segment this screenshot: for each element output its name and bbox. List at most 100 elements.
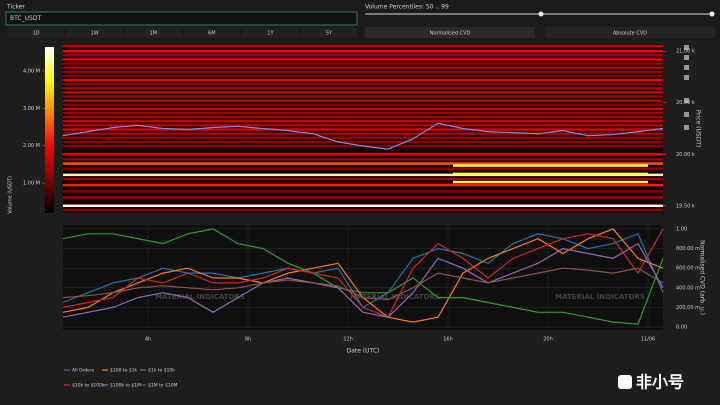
heatmap-row: [63, 167, 663, 170]
mode-label: Absolute CVD: [613, 31, 647, 37]
heatmap-row: [63, 95, 663, 98]
cvd-line: [62, 228, 664, 318]
slider-handle[interactable]: [538, 11, 544, 17]
legend-label: $100 to $1k: [110, 368, 138, 374]
legend-label: All Orders: [72, 368, 95, 374]
heatmap-row: [63, 107, 663, 111]
heatmap-row: [63, 87, 663, 90]
mode-label: Normalised CVD: [430, 31, 471, 37]
heatmap-row: [63, 62, 663, 65]
tool-icon[interactable]: [684, 55, 689, 60]
tool-icon[interactable]: [684, 65, 689, 70]
cvd-line: [62, 242, 664, 318]
watermark: MATERIAL INDICATORS: [350, 293, 440, 301]
range-label: 1D: [32, 31, 39, 37]
tool-icon[interactable]: [684, 125, 689, 130]
logo-text: 非小号: [636, 373, 684, 392]
colorbar: [45, 47, 54, 213]
heatmap-row: [63, 120, 663, 123]
watermark: MATERIAL INDICATORS: [155, 293, 245, 301]
heatmap-row: [63, 132, 663, 135]
legend-label: $1k to $10k: [148, 368, 175, 374]
tool-icon[interactable]: [684, 45, 689, 50]
range-label: 1Y: [267, 31, 274, 37]
mode-button[interactable]: [545, 27, 715, 38]
y-tick-label: 400.00 m: [676, 285, 700, 291]
y-tick-label: 0.00: [676, 325, 687, 331]
heatmap-row: [63, 58, 663, 61]
heatmap-row: [63, 111, 663, 115]
heatmap-row: [63, 103, 663, 106]
y-tick-label: 20.00 k: [676, 152, 695, 158]
y-tick-label: 19.50 k: [676, 203, 695, 209]
legend-label: $1M to $10M: [148, 383, 178, 389]
heatmap-row: [63, 66, 663, 69]
ticker-value: BTC_USDT: [10, 15, 41, 22]
heatmap-row: [63, 190, 663, 193]
watermark: MATERIAL INDICATORS: [555, 293, 645, 301]
heatmap-row: [63, 91, 663, 94]
range-button[interactable]: [242, 28, 299, 38]
legend-label: $100k to $1M: [110, 383, 141, 389]
legend-label: $10k to $100k: [72, 383, 105, 389]
y-tick-label: 1.00: [676, 226, 687, 232]
cvd-line: [62, 228, 664, 325]
logo-icon: [618, 375, 632, 389]
heatmap-row: [63, 204, 663, 207]
x-tick-label: 12h: [343, 337, 353, 343]
range-label: 1M: [149, 31, 157, 37]
range-button[interactable]: [183, 28, 240, 38]
y-tick-label: 600.00 m: [676, 266, 700, 272]
heatmap-row: [63, 140, 663, 144]
range-button[interactable]: [301, 28, 357, 38]
tool-icon[interactable]: [684, 112, 689, 117]
ticker-input[interactable]: [5, 11, 358, 26]
ticker-label: Ticker: [6, 4, 25, 11]
heatmap-row: [63, 128, 663, 131]
range-button[interactable]: [66, 28, 123, 38]
heatmap-row: [63, 183, 663, 187]
heatmap-row: [63, 177, 663, 181]
y-axis-label: Price (USDT): [695, 110, 702, 148]
colorbar-label: Volume (USDT): [8, 176, 14, 214]
y-axis-label: Normalised CVD (arb. u.): [699, 240, 706, 315]
x-tick-label: 16h: [443, 337, 453, 343]
tool-icon[interactable]: [684, 75, 689, 80]
slider-handle[interactable]: [709, 11, 715, 17]
heatmap-row: [63, 162, 663, 165]
range-button[interactable]: [125, 28, 182, 38]
heatmap-row: [63, 136, 663, 139]
heatmap-row: [63, 70, 663, 74]
heatmap-row: [453, 180, 648, 184]
y-tick-label: 200.00 m: [676, 305, 700, 311]
heatmap-row: [453, 172, 648, 176]
heatmap-row: [63, 78, 663, 82]
heatmap-row: [63, 196, 663, 199]
heatmap-row: [63, 115, 663, 119]
toolbar: [684, 45, 689, 130]
percentiles-label: Volume Percentiles: 50 .. 99: [365, 4, 449, 11]
heatmap-row: [453, 164, 648, 167]
colorbar-tick-label: 1.00 M: [23, 181, 40, 187]
x-tick-label: 4h: [145, 337, 151, 343]
y-tick-label: 800.00 m: [676, 246, 700, 252]
x-tick-label: 8h: [245, 337, 251, 343]
x-axis-label: Date (UTC): [347, 348, 380, 355]
y-tick-label: 20.50 k: [676, 100, 695, 106]
colorbar-tick-label: 4.00 M: [23, 68, 40, 74]
heatmap-row: [63, 74, 663, 78]
x-tick-label: 11/06: [641, 337, 655, 343]
heatmap-row: [63, 54, 663, 57]
heatmap-row: [63, 82, 663, 86]
tool-icon[interactable]: [684, 98, 689, 103]
range-label: 6M: [208, 31, 216, 37]
y-tick-label: 21.00 k: [676, 49, 695, 55]
x-tick-label: 20h: [543, 337, 553, 343]
heatmap-row: [63, 153, 663, 156]
mode-button[interactable]: [365, 27, 535, 38]
range-button[interactable]: [8, 28, 64, 38]
heatmap-row: [63, 124, 663, 127]
heatmap-row: [63, 99, 663, 102]
